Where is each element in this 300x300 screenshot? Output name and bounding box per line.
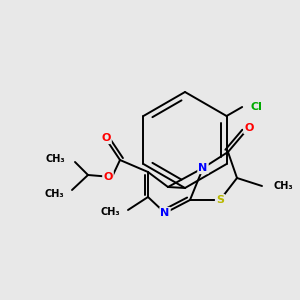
Text: CH₃: CH₃ <box>44 189 64 199</box>
Text: CH₃: CH₃ <box>45 154 65 164</box>
Text: S: S <box>216 195 224 205</box>
Text: N: N <box>198 163 208 173</box>
Text: CH₃: CH₃ <box>274 181 294 191</box>
Text: O: O <box>101 133 111 143</box>
Text: Cl: Cl <box>250 102 262 112</box>
Text: CH₃: CH₃ <box>100 207 120 217</box>
Text: O: O <box>244 123 254 133</box>
Text: N: N <box>160 208 169 218</box>
Text: O: O <box>103 172 113 182</box>
